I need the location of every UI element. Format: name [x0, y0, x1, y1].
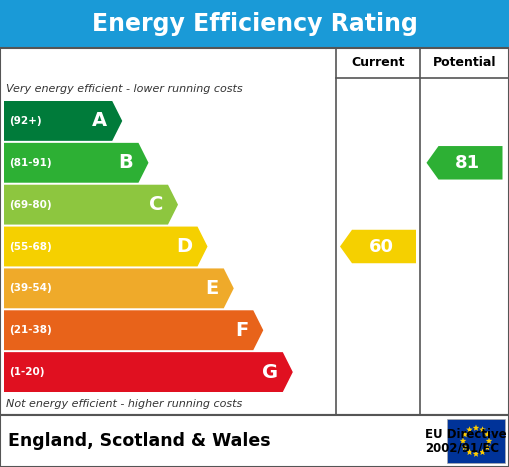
Text: A: A [92, 112, 107, 130]
Bar [0, 415, 509, 467]
Text: (1-20): (1-20) [9, 367, 44, 377]
Bar [0, 0, 509, 48]
Text: England, Scotland & Wales: England, Scotland & Wales [8, 432, 271, 450]
Polygon shape [484, 444, 491, 450]
Polygon shape [340, 230, 416, 263]
Polygon shape [460, 438, 466, 444]
Text: Not energy efficient - higher running costs: Not energy efficient - higher running co… [6, 399, 242, 409]
Polygon shape [4, 269, 234, 308]
Text: B: B [119, 153, 133, 172]
Polygon shape [4, 352, 293, 392]
Text: E: E [206, 279, 219, 298]
Polygon shape [473, 425, 479, 431]
Text: (92+): (92+) [9, 116, 42, 126]
Polygon shape [427, 146, 502, 179]
Polygon shape [486, 438, 492, 444]
Text: (69-80): (69-80) [9, 200, 51, 210]
Text: (39-54): (39-54) [9, 283, 52, 293]
Text: F: F [235, 321, 248, 340]
Polygon shape [4, 310, 263, 350]
Polygon shape [4, 226, 208, 267]
Polygon shape [466, 426, 473, 432]
Polygon shape [462, 444, 468, 450]
Text: 81: 81 [455, 154, 480, 172]
Text: 60: 60 [369, 238, 393, 255]
Text: 2002/91/EC: 2002/91/EC [425, 441, 499, 454]
Text: Energy Efficiency Rating: Energy Efficiency Rating [92, 12, 417, 36]
Polygon shape [4, 143, 149, 183]
Polygon shape [466, 449, 473, 455]
Polygon shape [4, 101, 122, 141]
Polygon shape [484, 431, 491, 437]
Bar [447, 419, 505, 463]
Text: G: G [262, 362, 278, 382]
Polygon shape [473, 451, 479, 457]
Bar [0, 48, 509, 415]
Text: Current: Current [351, 57, 405, 70]
Text: Very energy efficient - lower running costs: Very energy efficient - lower running co… [6, 84, 243, 94]
Polygon shape [4, 185, 178, 225]
Text: EU Directive: EU Directive [425, 427, 506, 440]
Text: D: D [177, 237, 192, 256]
Polygon shape [479, 426, 486, 432]
Text: (81-91): (81-91) [9, 158, 51, 168]
Text: Potential: Potential [433, 57, 496, 70]
Text: (21-38): (21-38) [9, 325, 52, 335]
Polygon shape [462, 431, 468, 437]
Text: (55-68): (55-68) [9, 241, 52, 252]
Text: C: C [149, 195, 163, 214]
Polygon shape [479, 449, 486, 455]
